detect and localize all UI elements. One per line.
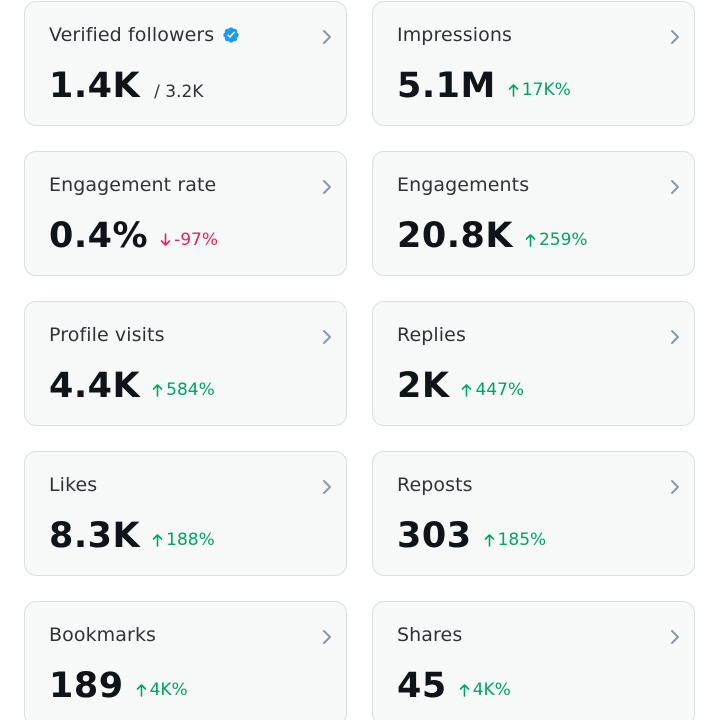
- arrow-down-icon: [160, 233, 171, 246]
- arrow-up-icon: [136, 684, 146, 697]
- metric-change-text: 4K%: [472, 680, 511, 700]
- arrow-up-icon: [508, 84, 519, 97]
- chevron-right-icon: [323, 30, 331, 44]
- metric-row: 20.8K 259%: [397, 216, 588, 256]
- chevron-right-icon: [671, 630, 679, 644]
- metric-change: 4K%: [136, 680, 188, 700]
- metric-change: 584%: [152, 380, 215, 400]
- metric-row: 4.4K 584%: [49, 366, 215, 406]
- metric-change-text: 17K%: [521, 80, 571, 100]
- metric-row: 303 185%: [397, 516, 546, 556]
- chevron-right-icon: [323, 330, 331, 344]
- card-title: Engagements: [397, 174, 530, 196]
- chevron-right-icon: [323, 630, 331, 644]
- metric-change: 17K%: [508, 80, 571, 100]
- metric-row: 1.4K / 3.2K: [49, 66, 203, 106]
- arrow-up-icon: [152, 384, 163, 397]
- metric-change: 259%: [525, 230, 588, 250]
- metric-change-text: 188%: [166, 530, 215, 550]
- metric-change-text: 447%: [475, 380, 525, 400]
- metric-value: 45: [397, 666, 447, 706]
- metric-value: 0.4%: [49, 216, 149, 256]
- metric-value: 20.8K: [397, 216, 513, 256]
- metric-change: 447%: [461, 380, 524, 400]
- metric-value: 5.1M: [397, 66, 496, 106]
- metric-change: -97%: [160, 230, 218, 250]
- metric-change-text: -97%: [174, 230, 218, 250]
- card-profile-visits[interactable]: Profile visits 4.4K 584%: [24, 301, 347, 426]
- card-shares[interactable]: Shares 45 4K%: [372, 601, 695, 720]
- metric-value: 189: [49, 666, 124, 706]
- card-title: Verified followers: [49, 24, 240, 46]
- card-impressions[interactable]: Impressions 5.1M 17K%: [372, 1, 695, 126]
- metric-change: 4K%: [459, 680, 511, 700]
- card-engagements[interactable]: Engagements 20.8K 259%: [372, 151, 695, 276]
- metric-change-text: 4K%: [149, 680, 188, 700]
- metric-total: / 3.2K: [154, 82, 204, 102]
- chevron-right-icon: [323, 180, 331, 194]
- metric-value: 1.4K: [49, 66, 141, 106]
- card-title: Impressions: [397, 24, 512, 46]
- metric-change-text: 185%: [497, 530, 547, 550]
- card-title: Likes: [49, 474, 98, 496]
- metric-row: 0.4% -97%: [49, 216, 218, 256]
- verified-badge-icon: [223, 27, 239, 43]
- chevron-right-icon: [671, 330, 679, 344]
- metric-row: 8.3K 188%: [49, 516, 215, 556]
- card-title: Engagement rate: [49, 174, 217, 196]
- metric-row: 189 4K%: [49, 666, 188, 706]
- card-title: Shares: [397, 624, 463, 646]
- arrow-up-icon: [484, 534, 494, 547]
- arrow-up-icon: [152, 534, 163, 547]
- card-title: Bookmarks: [49, 624, 157, 646]
- metric-value: 8.3K: [49, 516, 141, 556]
- card-reposts[interactable]: Reposts 303 185%: [372, 451, 695, 576]
- card-replies[interactable]: Replies 2K 447%: [372, 301, 695, 426]
- arrow-up-icon: [525, 234, 536, 247]
- chevron-right-icon: [671, 480, 679, 494]
- metric-change-text: 259%: [538, 230, 588, 250]
- arrow-up-icon: [462, 384, 472, 397]
- card-engagement-rate[interactable]: Engagement rate 0.4% -97%: [24, 151, 347, 276]
- card-title: Profile visits: [49, 324, 165, 346]
- chevron-right-icon: [671, 180, 679, 194]
- card-title: Reposts: [397, 474, 473, 496]
- metric-change: 188%: [152, 530, 215, 550]
- arrow-up-icon: [459, 684, 470, 697]
- card-bookmarks[interactable]: Bookmarks 189 4K%: [24, 601, 347, 720]
- card-verified-followers[interactable]: Verified followers 1.4K / 3.2K: [24, 1, 347, 126]
- metric-value: 2K: [397, 366, 450, 406]
- metric-row: 2K 447%: [397, 366, 524, 406]
- metric-change: 185%: [484, 530, 547, 550]
- card-likes[interactable]: Likes 8.3K 188%: [24, 451, 347, 576]
- metric-row: 5.1M 17K%: [397, 66, 571, 106]
- metric-value: 303: [397, 516, 472, 556]
- chevron-right-icon: [323, 480, 331, 494]
- card-title: Replies: [397, 324, 466, 346]
- chevron-right-icon: [671, 30, 679, 44]
- metric-value: 4.4K: [49, 366, 141, 406]
- metric-change-text: 584%: [166, 380, 215, 400]
- metric-row: 45 4K%: [397, 666, 511, 706]
- card-title-text: Verified followers: [49, 24, 215, 46]
